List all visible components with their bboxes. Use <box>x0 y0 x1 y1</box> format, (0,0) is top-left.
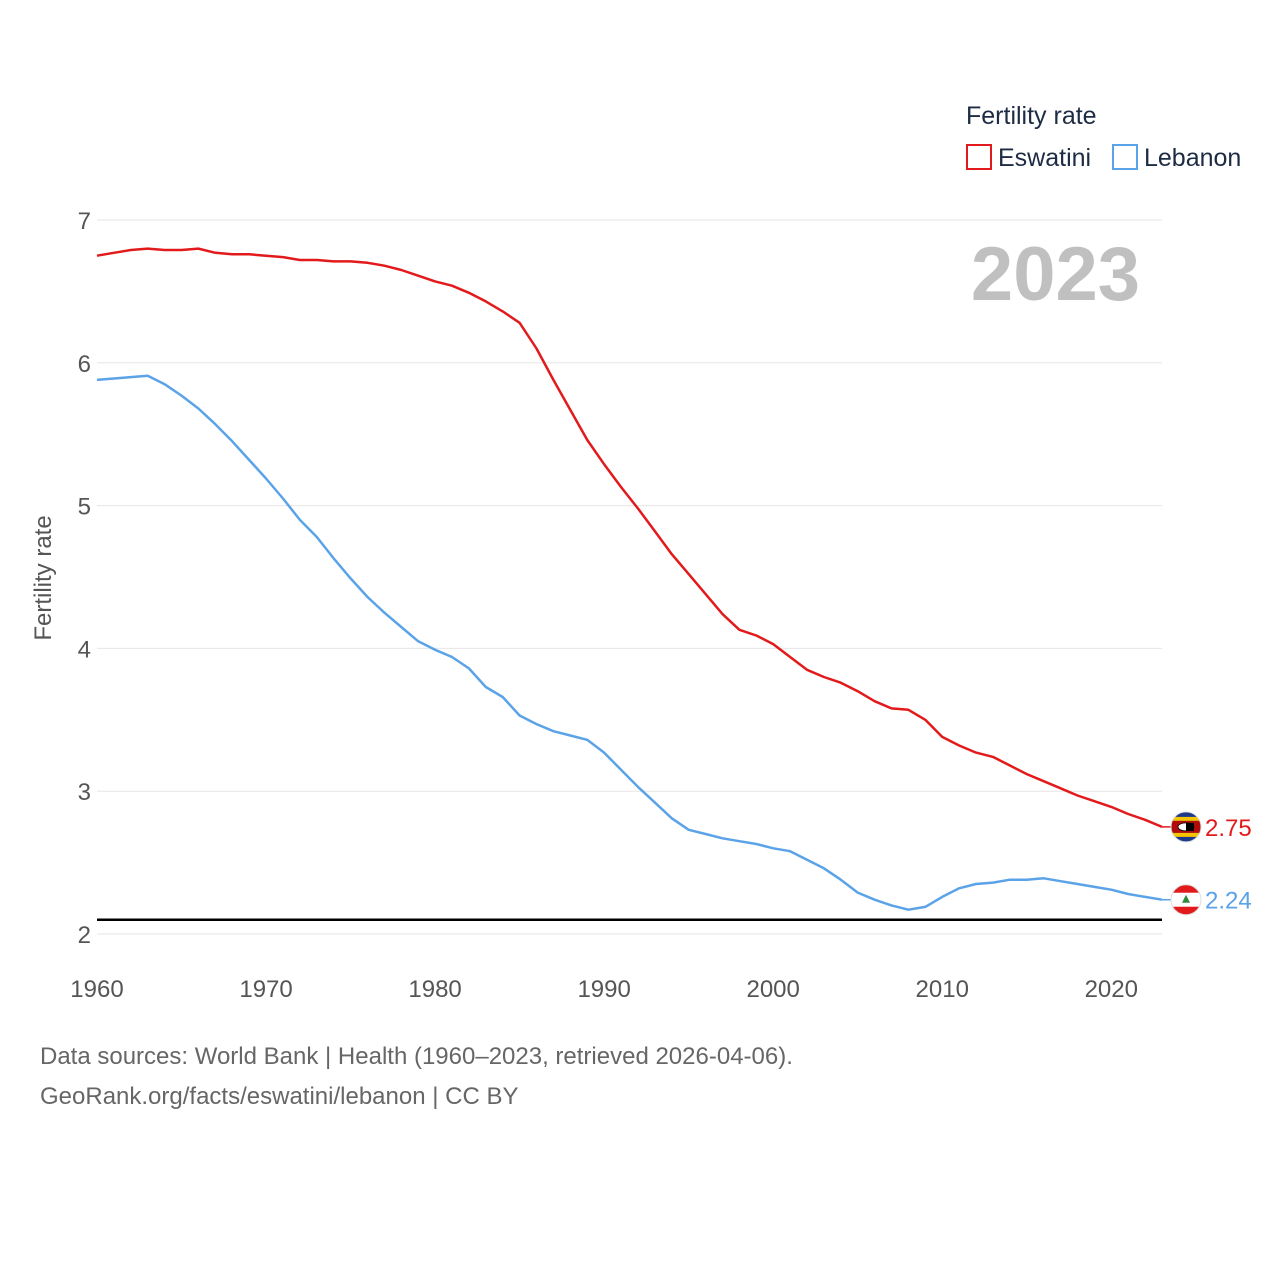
x-tick-label: 2020 <box>1085 976 1138 1003</box>
y-tick-label: 4 <box>78 636 91 663</box>
x-tick-label: 2010 <box>916 976 969 1003</box>
x-tick-label: 1960 <box>70 976 123 1003</box>
y-tick-label: 6 <box>78 351 91 378</box>
lebanon-flag-icon <box>1170 884 1202 916</box>
x-axis: 1960 1970 1980 1990 2000 2010 2020 <box>70 976 1138 1003</box>
grid-lines <box>97 219 1162 935</box>
end-value-label-lebanon: 2.24 <box>1205 888 1252 915</box>
series-lines <box>96 247 1163 911</box>
y-axis: 2 3 4 5 6 7 <box>78 208 91 949</box>
legend-item-lebanon[interactable]: Lebanon <box>1112 144 1241 172</box>
y-tick-label: 5 <box>78 494 91 521</box>
legend-label-lebanon: Lebanon <box>1144 144 1241 172</box>
y-tick-label: 3 <box>78 779 91 806</box>
current-year-label: 2023 <box>971 232 1140 317</box>
legend-label-eswatini: Eswatini <box>998 144 1091 172</box>
y-axis-title: Fertility rate <box>30 515 57 640</box>
end-markers: 2.75 2.24 <box>1162 811 1252 916</box>
y-tick-label: 7 <box>78 208 91 235</box>
eswatini-flag-icon <box>1170 811 1202 843</box>
x-tick-label: 1980 <box>408 976 461 1003</box>
legend-swatch-eswatini <box>966 144 992 170</box>
legend-title: Fertility rate <box>966 102 1097 130</box>
legend: Fertility rate Eswatini Lebanon <box>966 102 1241 172</box>
series-line-lebanon[interactable] <box>96 374 1163 911</box>
x-tick-label: 2000 <box>746 976 799 1003</box>
x-tick-label: 1990 <box>577 976 630 1003</box>
series-line-eswatini[interactable] <box>96 247 1163 829</box>
y-tick-label: 2 <box>78 922 91 949</box>
source-line-2: GeoRank.org/facts/eswatini/lebanon | CC … <box>40 1083 519 1110</box>
end-value-label-eswatini: 2.75 <box>1205 815 1252 842</box>
legend-swatch-lebanon <box>1112 144 1138 170</box>
x-tick-label: 1970 <box>239 976 292 1003</box>
source-line-1: Data sources: World Bank | Health (1960–… <box>40 1043 793 1070</box>
legend-item-eswatini[interactable]: Eswatini <box>966 144 1091 172</box>
